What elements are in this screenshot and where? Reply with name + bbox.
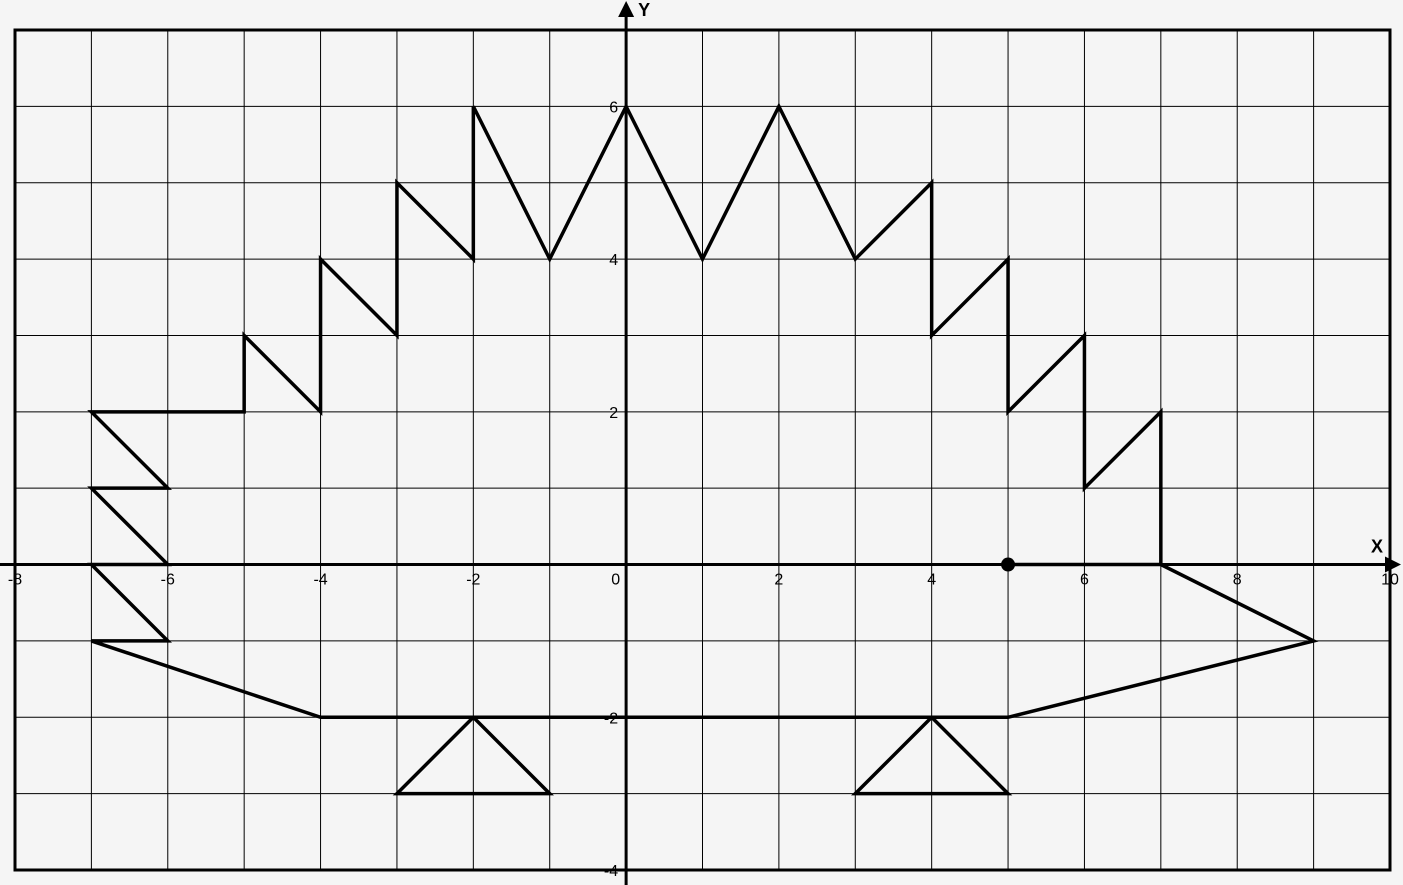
x-axis-label: X	[1371, 537, 1383, 557]
x-tick-label: -6	[161, 572, 175, 589]
x-tick-label: 10	[1381, 572, 1399, 589]
x-tick-label: 4	[927, 572, 936, 589]
y-axis-label: Y	[638, 0, 650, 20]
plot-svg: XY-8-6-4-20246810-4-2246	[0, 0, 1403, 885]
eye-dot	[1001, 558, 1015, 572]
x-tick-label: -2	[466, 572, 480, 589]
x-tick-label: -4	[313, 572, 327, 589]
y-tick-label: 6	[609, 99, 618, 116]
x-tick-label: 2	[774, 572, 783, 589]
x-tick-label: 0	[611, 572, 620, 589]
x-tick-label: 6	[1080, 572, 1089, 589]
y-tick-label: -4	[604, 863, 618, 880]
y-tick-label: 4	[609, 252, 618, 269]
coordinate-grid-figure: XY-8-6-4-20246810-4-2246	[0, 0, 1403, 885]
x-tick-label: 8	[1233, 572, 1242, 589]
x-tick-label: -8	[8, 572, 22, 589]
y-tick-label: 2	[609, 405, 618, 422]
